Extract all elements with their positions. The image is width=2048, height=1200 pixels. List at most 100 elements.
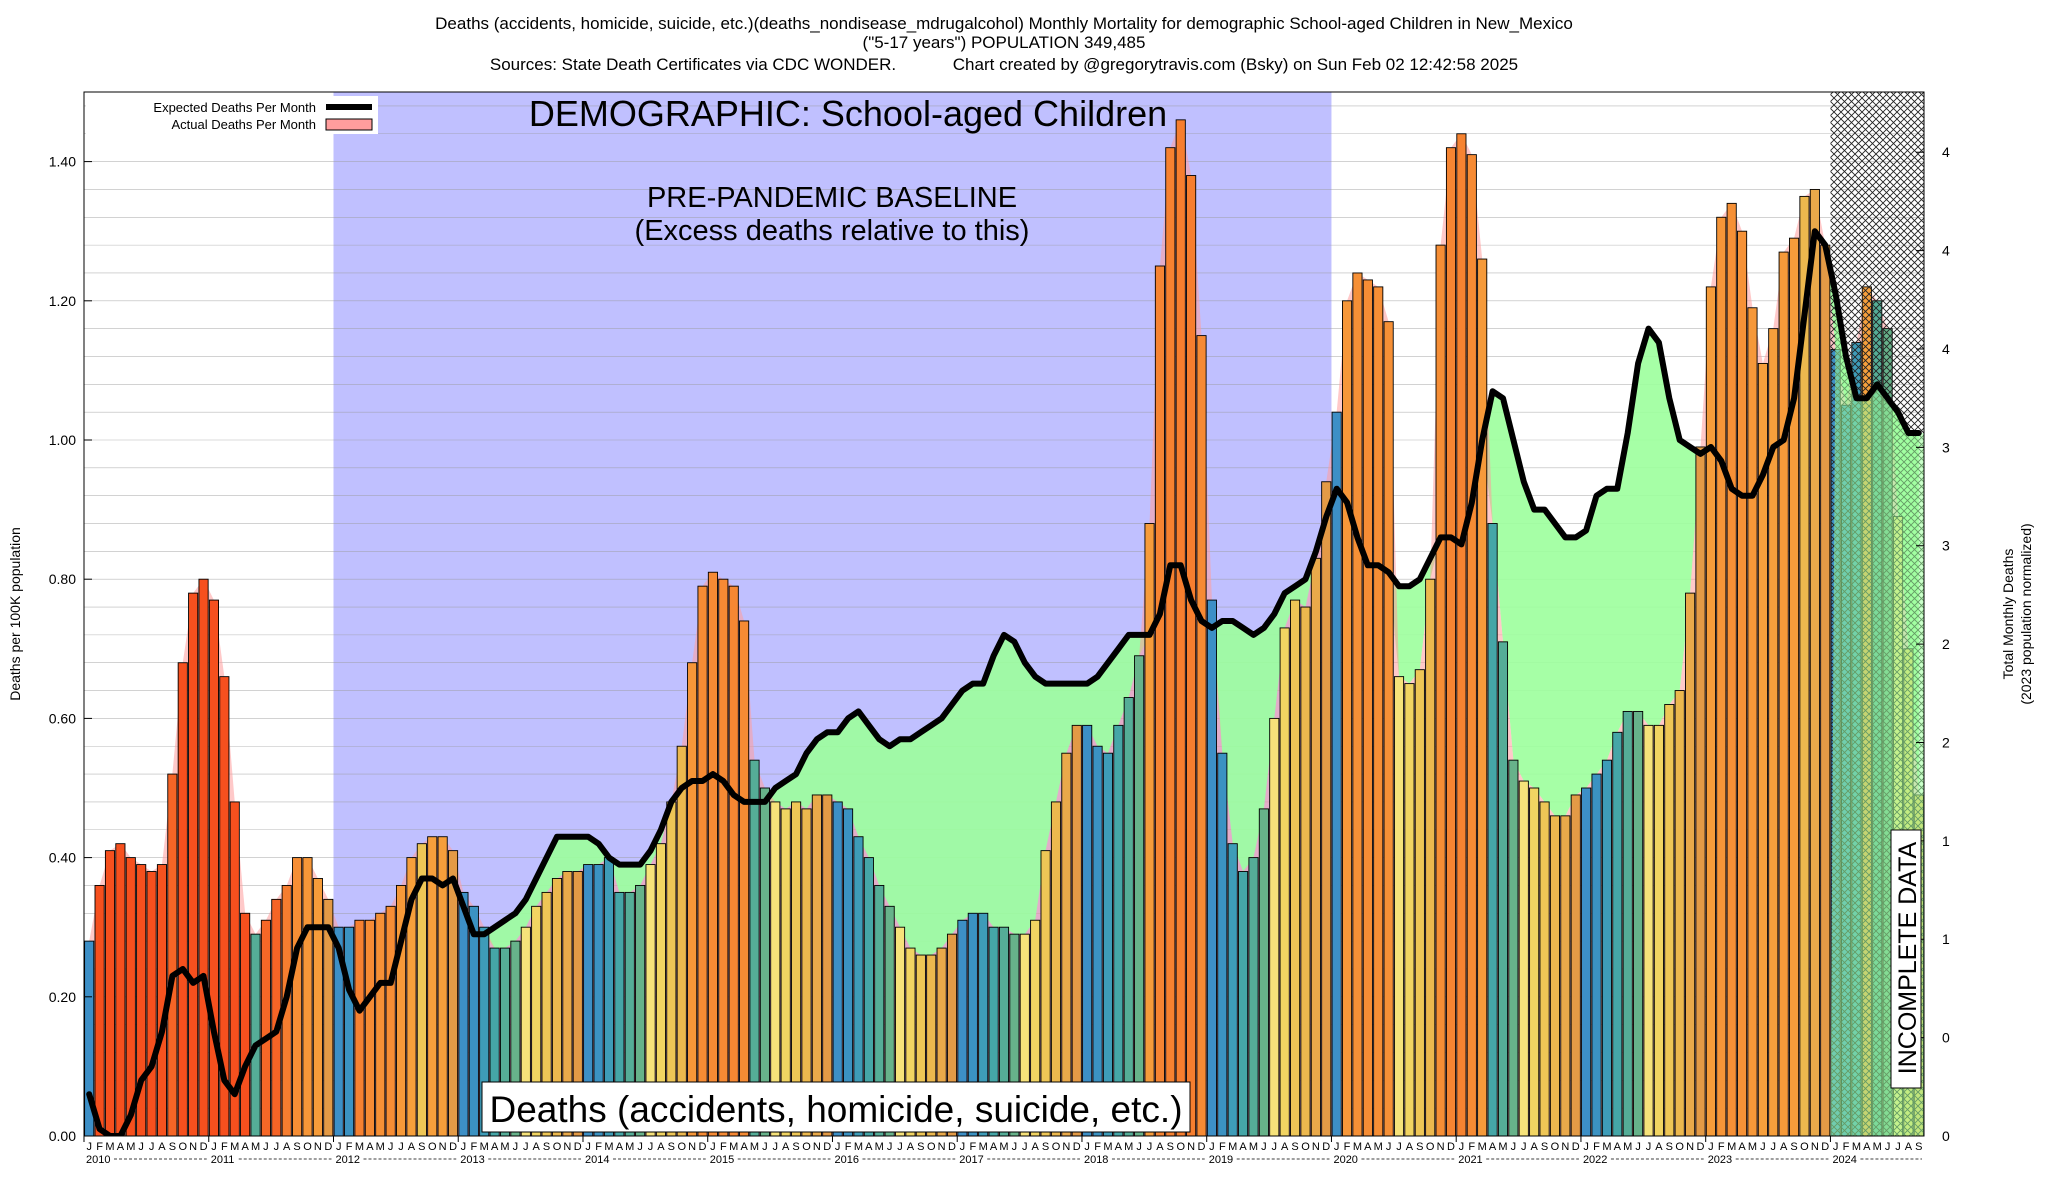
y2-tick-label: 1: [1942, 931, 1950, 947]
chart-title-line3: Sources: State Death Certificates via CD…: [490, 55, 1518, 74]
bar: [1154, 265, 1165, 1136]
x-month-label: J: [710, 1141, 716, 1153]
bar: [1726, 202, 1737, 1136]
x-month-label: A: [1364, 1141, 1372, 1153]
bar: [1206, 599, 1217, 1136]
x-month-label: M: [126, 1141, 135, 1153]
bar: [1435, 244, 1446, 1136]
bar: [1404, 683, 1415, 1136]
x-month-label: M: [750, 1141, 759, 1153]
x-month-label: O: [1301, 1141, 1310, 1153]
y2-tick-label: 4: [1942, 243, 1950, 259]
bar: [188, 592, 199, 1136]
x-month-label: O: [1800, 1141, 1809, 1153]
bar: [718, 578, 729, 1136]
x-month-label: J: [1334, 1141, 1340, 1153]
x-month-label: A: [1738, 1141, 1746, 1153]
x-month-label: S: [668, 1141, 675, 1153]
x-month-label: O: [927, 1141, 936, 1153]
x-month-label: A: [408, 1141, 416, 1153]
x-month-label: N: [1312, 1141, 1320, 1153]
x-month-label: A: [1780, 1141, 1788, 1153]
y2-axis-ticks: 0 0 1 1 2 2 3 3 4 4 4: [1916, 144, 1950, 1144]
bar: [1508, 759, 1519, 1136]
x-month-label: F: [1843, 1141, 1850, 1153]
bar: [1695, 446, 1706, 1136]
chart-title-line2: ("5-17 years") POPULATION 349,485: [863, 33, 1146, 52]
bar: [1352, 272, 1363, 1136]
x-month-label: M: [1103, 1141, 1112, 1153]
bar: [1342, 300, 1353, 1136]
x-month-label: D: [699, 1141, 707, 1153]
x-year-label: 2019: [1209, 1154, 1233, 1166]
bar: [1248, 857, 1259, 1136]
x-month-label: D: [449, 1141, 457, 1153]
bar: [1685, 592, 1696, 1136]
x-month-label: S: [1790, 1141, 1797, 1153]
bar: [1570, 794, 1581, 1136]
bar: [541, 891, 552, 1136]
x-month-label: A: [241, 1141, 249, 1153]
x-month-label: F: [346, 1141, 353, 1153]
bar: [624, 891, 635, 1136]
bar: [1383, 321, 1394, 1136]
y-tick-label: 0.80: [49, 571, 76, 587]
bar: [1331, 411, 1342, 1136]
bar: [988, 926, 999, 1136]
y2-tick-label: 2: [1942, 636, 1950, 652]
baseline-label-line2: (Excess deaths relative to this): [635, 215, 1030, 247]
bar: [489, 947, 500, 1136]
bar: [1310, 557, 1321, 1136]
bar: [1601, 759, 1612, 1136]
x-month-label: J: [1760, 1141, 1766, 1153]
x-month-label: M: [875, 1141, 884, 1153]
x-month-label: F: [96, 1141, 103, 1153]
bar: [1279, 627, 1290, 1136]
bar: [1560, 815, 1571, 1136]
x-month-label: J: [211, 1141, 217, 1153]
x-month-label: A: [657, 1141, 665, 1153]
x-month-label: A: [1032, 1141, 1040, 1153]
x-month-label: N: [1811, 1141, 1819, 1153]
x-month-label: A: [1281, 1141, 1289, 1153]
x-month-label: J: [897, 1141, 903, 1153]
x-month-label: F: [1718, 1141, 1725, 1153]
x-month-label: S: [1915, 1141, 1922, 1153]
bar: [520, 926, 531, 1136]
x-month-label: J: [1147, 1141, 1153, 1153]
bar: [1134, 655, 1145, 1136]
bar: [874, 884, 885, 1136]
x-month-label: N: [813, 1141, 821, 1153]
x-month-label: M: [1602, 1141, 1611, 1153]
legend-actual-label: Actual Deaths Per Month: [171, 117, 316, 132]
x-month-label: M: [1249, 1141, 1258, 1153]
x-month-label: M: [1478, 1141, 1487, 1153]
bar: [375, 912, 386, 1136]
bar: [687, 662, 698, 1136]
bar: [1737, 230, 1748, 1136]
x-year-label: 2024: [1832, 1154, 1856, 1166]
bar: [1466, 154, 1477, 1136]
x-year-label: 2011: [211, 1154, 235, 1166]
bar: [1165, 147, 1176, 1136]
bar: [676, 745, 687, 1136]
x-month-label: S: [1416, 1141, 1423, 1153]
bar: [1269, 717, 1280, 1136]
bar: [749, 759, 760, 1136]
bar: [1966, 1080, 1975, 1136]
y2-axis-label-line2: (2023 population normalized): [2018, 523, 2034, 704]
bar: [1633, 710, 1644, 1136]
x-month-label: M: [355, 1141, 364, 1153]
x-month-label: J: [1261, 1141, 1267, 1153]
bar: [894, 926, 906, 1136]
bar: [1977, 1108, 1986, 1136]
bar: [583, 864, 594, 1136]
y2-tick-label: 4: [1942, 341, 1950, 357]
bar: [780, 808, 791, 1136]
bar: [1539, 801, 1550, 1136]
x-year-label: 2020: [1333, 1154, 1357, 1166]
x-year-label: 2022: [1583, 1154, 1607, 1166]
x-month-label: J: [149, 1141, 155, 1153]
chart-title-line1: Deaths (accidents, homicide, suicide, et…: [435, 14, 1573, 33]
